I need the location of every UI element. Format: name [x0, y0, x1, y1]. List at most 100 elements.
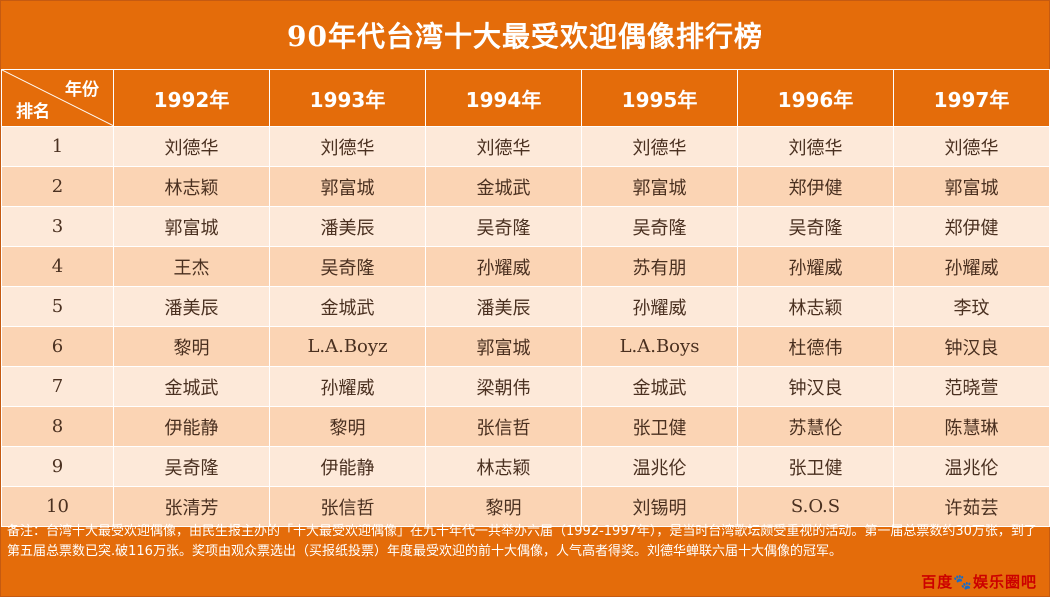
idol-name-cell: 林志颖	[737, 286, 894, 327]
idol-name-cell: 张信哲	[425, 406, 582, 447]
idol-name-cell: 孙耀威	[425, 246, 582, 287]
table-row: 1 刘德华 刘德华 刘德华 刘德华 刘德华 刘德华	[1, 126, 1050, 167]
idol-name-cell: 范晓萱	[893, 366, 1050, 407]
idol-name-cell: 潘美辰	[113, 286, 270, 327]
table-row: 6 黎明 L.A.Boyz 郭富城 L.A.Boys 杜德伟 钟汉良	[1, 326, 1050, 367]
idol-name-cell: 郭富城	[269, 166, 426, 207]
table-row: 7 金城武 孙耀威 梁朝伟 金城武 钟汉良 范晓萱	[1, 366, 1050, 407]
idol-name-cell: 温兆伦	[581, 446, 738, 487]
idol-name-cell: 吴奇隆	[425, 206, 582, 247]
idol-name-cell: 林志颖	[425, 446, 582, 487]
ranking-rows: 1 刘德华 刘德华 刘德华 刘德华 刘德华 刘德华 2 林志颖 郭富城 金城武 郭富城 郑伊健 郭富城 3 郭…	[1, 126, 1050, 527]
table-row: 2 林志颖 郭富城 金城武 郭富城 郑伊健 郭富城	[1, 166, 1050, 207]
corner-header: 年份 排名	[1, 69, 114, 127]
idol-name-cell: 钟汉良	[737, 366, 894, 407]
header-row: 年份 排名 1992年 1993年 1994年 1995年 1996年 1997…	[1, 69, 1050, 127]
year-header: 1993年	[269, 69, 426, 127]
idol-name-cell: 吴奇隆	[113, 446, 270, 487]
idol-name-cell: 陈慧琳	[893, 406, 1050, 447]
year-header: 1996年	[737, 69, 894, 127]
idol-name-cell: 黎明	[113, 326, 270, 367]
idol-name-cell: 金城武	[425, 166, 582, 207]
idol-name-cell: 郑伊健	[893, 206, 1050, 247]
diagonal-divider	[2, 70, 113, 126]
idol-name-cell: 张卫健	[737, 446, 894, 487]
year-header: 1997年	[893, 69, 1050, 127]
idol-name-cell: 郑伊健	[737, 166, 894, 207]
idol-name-cell: 杜德伟	[737, 326, 894, 367]
table-row: 10 张清芳 张信哲 黎明 刘锡明 S.O.S 许茹芸	[1, 486, 1050, 527]
idol-name-cell: 刘锡明	[581, 486, 738, 527]
watermark: 百度🐾娱乐圈吧	[921, 571, 1037, 592]
year-header: 1995年	[581, 69, 738, 127]
idol-name-cell: 郭富城	[581, 166, 738, 207]
row-axis-label: 排名	[16, 102, 50, 122]
rank-cell: 10	[1, 486, 114, 527]
idol-name-cell: 刘德华	[737, 126, 894, 167]
idol-name-cell: 许茹芸	[893, 486, 1050, 527]
ranking-table: 年份 排名 1992年 1993年 1994年 1995年 1996年 1997…	[1, 69, 1050, 527]
idol-name-cell: 张卫健	[581, 406, 738, 447]
watermark-text-left: 百度	[921, 573, 954, 591]
idol-name-cell: 黎明	[269, 406, 426, 447]
idol-name-cell: 金城武	[269, 286, 426, 327]
idol-name-cell: 郭富城	[113, 206, 270, 247]
paw-icon: 🐾	[953, 573, 973, 591]
table-row: 3 郭富城 潘美辰 吴奇隆 吴奇隆 吴奇隆 郑伊健	[1, 206, 1050, 247]
idol-name-cell: 郭富城	[425, 326, 582, 367]
year-header: 1994年	[425, 69, 582, 127]
idol-name-cell: 刘德华	[893, 126, 1050, 167]
idol-name-cell: 潘美辰	[425, 286, 582, 327]
idol-name-cell: 梁朝伟	[425, 366, 582, 407]
rank-cell: 7	[1, 366, 114, 407]
idol-name-cell: 孙耀威	[269, 366, 426, 407]
rank-cell: 4	[1, 246, 114, 287]
idol-name-cell: 孙耀威	[581, 286, 738, 327]
idol-name-cell: 钟汉良	[893, 326, 1050, 367]
page-title: 90年代台湾十大最受欢迎偶像排行榜	[287, 20, 763, 53]
idol-name-cell: L.A.Boys	[581, 326, 738, 367]
idol-name-cell: 金城武	[113, 366, 270, 407]
idol-name-cell: 吴奇隆	[581, 206, 738, 247]
idol-name-cell: 王杰	[113, 246, 270, 287]
idol-name-cell: 刘德华	[113, 126, 270, 167]
rank-cell: 6	[1, 326, 114, 367]
idol-name-cell: 孙耀威	[893, 246, 1050, 287]
rank-cell: 9	[1, 446, 114, 487]
idol-name-cell: S.O.S	[737, 486, 894, 527]
rank-cell: 2	[1, 166, 114, 207]
rank-cell: 1	[1, 126, 114, 167]
idol-name-cell: 李玟	[893, 286, 1050, 327]
idol-name-cell: 吴奇隆	[737, 206, 894, 247]
idol-name-cell: 刘德华	[581, 126, 738, 167]
idol-name-cell: 林志颖	[113, 166, 270, 207]
year-header: 1992年	[113, 69, 270, 127]
table-row: 8 伊能静 黎明 张信哲 张卫健 苏慧伦 陈慧琳	[1, 406, 1050, 447]
idol-name-cell: 吴奇隆	[269, 246, 426, 287]
table-row: 4 王杰 吴奇隆 孙耀威 苏有朋 孙耀威 孙耀威	[1, 246, 1050, 287]
idol-name-cell: 苏有朋	[581, 246, 738, 287]
idol-name-cell: L.A.Boyz	[269, 326, 426, 367]
idol-name-cell: 黎明	[425, 486, 582, 527]
table-row: 9 吴奇隆 伊能静 林志颖 温兆伦 张卫健 温兆伦	[1, 446, 1050, 487]
rank-cell: 8	[1, 406, 114, 447]
idol-name-cell: 刘德华	[425, 126, 582, 167]
idol-name-cell: 温兆伦	[893, 446, 1050, 487]
table-row: 5 潘美辰 金城武 潘美辰 孙耀威 林志颖 李玟	[1, 286, 1050, 327]
watermark-text-right: 娱乐圈吧	[972, 573, 1037, 591]
idol-name-cell: 张信哲	[269, 486, 426, 527]
rank-cell: 5	[1, 286, 114, 327]
rank-cell: 3	[1, 206, 114, 247]
idol-name-cell: 孙耀威	[737, 246, 894, 287]
idol-name-cell: 金城武	[581, 366, 738, 407]
idol-name-cell: 刘德华	[269, 126, 426, 167]
idol-name-cell: 郭富城	[893, 166, 1050, 207]
footnote: 备注：台湾十大最受欢迎偶像，由民生报主办的「十大最受欢迎偶像」在九十年代一共举办…	[7, 524, 1037, 559]
idol-name-cell: 张清芳	[113, 486, 270, 527]
idol-name-cell: 潘美辰	[269, 206, 426, 247]
idol-name-cell: 苏慧伦	[737, 406, 894, 447]
idol-name-cell: 伊能静	[113, 406, 270, 447]
idol-name-cell: 伊能静	[269, 446, 426, 487]
column-axis-label: 年份	[65, 80, 99, 100]
